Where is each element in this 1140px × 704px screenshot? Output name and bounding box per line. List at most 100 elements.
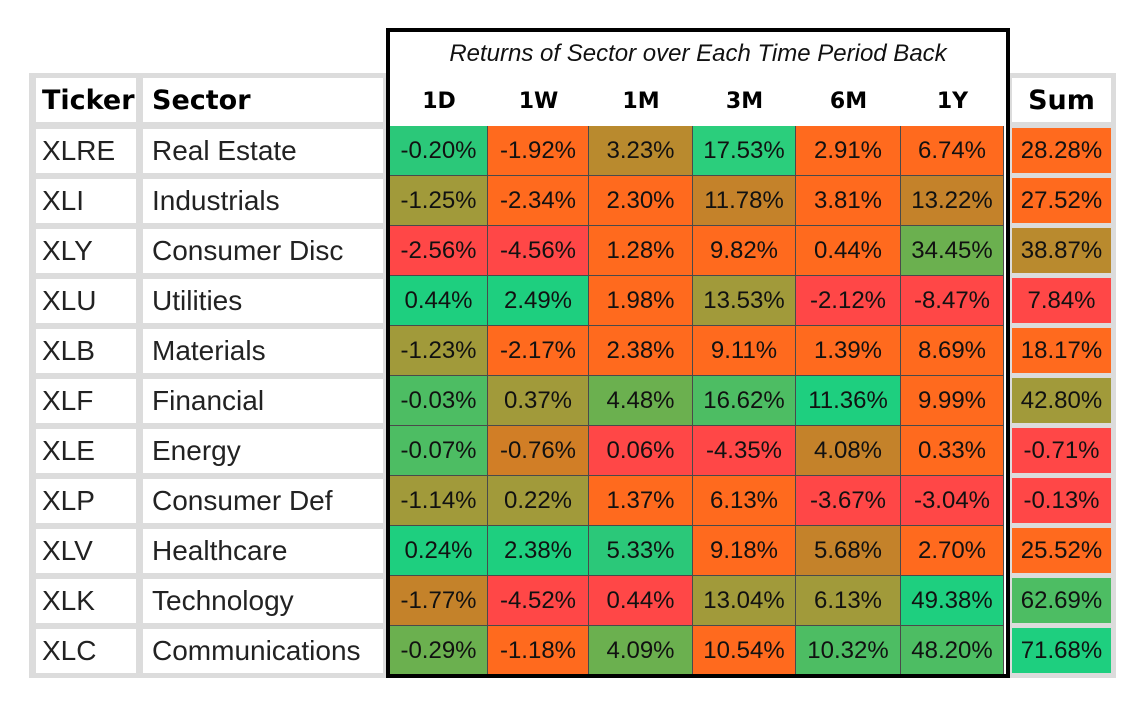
return-cell: 6.13% [796, 576, 901, 626]
return-cell: 2.49% [488, 276, 589, 326]
sector-cell: Technology [143, 579, 383, 623]
return-cell: 2.91% [796, 126, 901, 176]
return-cell: -1.77% [390, 576, 488, 626]
sector-cell: Industrials [143, 179, 383, 223]
return-cell: -2.17% [488, 326, 589, 376]
sum-cell: 71.68% [1012, 628, 1111, 673]
ticker-cell: XLC [36, 629, 136, 673]
return-cell: 10.32% [796, 626, 901, 676]
sector-cell: Consumer Def [143, 479, 383, 523]
return-cell: 0.33% [901, 426, 1004, 476]
return-cell: -1.14% [390, 476, 488, 526]
return-cell: -4.52% [488, 576, 589, 626]
return-cell: 0.24% [390, 526, 488, 576]
ticker-cell: XLP [36, 479, 136, 523]
return-cell: 49.38% [901, 576, 1004, 626]
return-cell: -2.12% [796, 276, 901, 326]
return-cell: -1.23% [390, 326, 488, 376]
return-cell: 0.37% [488, 376, 589, 426]
sum-table-frame [1007, 73, 1116, 678]
return-cell: 0.22% [488, 476, 589, 526]
return-cell: -1.92% [488, 126, 589, 176]
ticker-cell: XLK [36, 579, 136, 623]
return-cell: 9.99% [901, 376, 1004, 426]
sector-cell: Utilities [143, 279, 383, 323]
sector-cell: Healthcare [143, 529, 383, 573]
period-header-1m: 1M [622, 89, 660, 114]
return-cell: 13.04% [693, 576, 796, 626]
return-cell: 9.82% [693, 226, 796, 276]
sector-cell: Communications [143, 629, 383, 673]
return-cell: 2.30% [589, 176, 693, 226]
period-header-1d: 1D [422, 89, 456, 114]
sum-cell: 62.69% [1012, 578, 1111, 623]
return-cell: -4.56% [488, 226, 589, 276]
sum-cell: -0.13% [1012, 478, 1111, 523]
sector-cell: Financial [143, 379, 383, 423]
return-cell: -0.20% [390, 126, 488, 176]
ticker-cell: XLI [36, 179, 136, 223]
return-cell: 1.37% [589, 476, 693, 526]
sector-cell: Real Estate [143, 129, 383, 173]
ticker-cell: XLV [36, 529, 136, 573]
return-cell: 16.62% [693, 376, 796, 426]
return-cell: 17.53% [693, 126, 796, 176]
return-cell: -0.76% [488, 426, 589, 476]
sector-header: Sector [143, 78, 383, 122]
return-cell: 10.54% [693, 626, 796, 676]
chart-title: Returns of Sector over Each Time Period … [449, 40, 947, 67]
return-cell: 4.08% [796, 426, 901, 476]
sector-cell: Energy [143, 429, 383, 473]
ticker-cell: XLRE [36, 129, 136, 173]
return-cell: 13.22% [901, 176, 1004, 226]
return-cell: 0.06% [589, 426, 693, 476]
sum-cell: 28.28% [1012, 128, 1111, 173]
period-header-1y: 1Y [936, 89, 969, 114]
return-cell: -0.07% [390, 426, 488, 476]
return-cell: -1.25% [390, 176, 488, 226]
return-cell: 11.78% [693, 176, 796, 226]
return-cell: 4.48% [589, 376, 693, 426]
return-cell: 3.23% [589, 126, 693, 176]
return-cell: 11.36% [796, 376, 901, 426]
return-cell: 4.09% [589, 626, 693, 676]
return-cell: -2.34% [488, 176, 589, 226]
return-cell: 6.74% [901, 126, 1004, 176]
return-cell: 3.81% [796, 176, 901, 226]
period-header-1w: 1W [518, 89, 559, 114]
ticker-cell: XLB [36, 329, 136, 373]
return-cell: 0.44% [589, 576, 693, 626]
sum-header: Sum [1012, 78, 1111, 122]
ticker-cell: XLF [36, 379, 136, 423]
return-cell: 48.20% [901, 626, 1004, 676]
left-table-frame [29, 73, 390, 678]
return-cell: 6.13% [693, 476, 796, 526]
return-cell: 9.11% [693, 326, 796, 376]
ticker-header: Ticker [36, 78, 136, 122]
return-cell: -2.56% [390, 226, 488, 276]
period-header-3m: 3M [725, 89, 764, 114]
return-cell: 9.18% [693, 526, 796, 576]
return-cell: 34.45% [901, 226, 1004, 276]
return-cell: 0.44% [390, 276, 488, 326]
sum-cell: 27.52% [1012, 178, 1111, 223]
period-header-6m: 6M [829, 89, 868, 114]
return-cell: 1.28% [589, 226, 693, 276]
return-cell: -3.04% [901, 476, 1004, 526]
return-cell: 2.38% [589, 326, 693, 376]
return-cell: -3.67% [796, 476, 901, 526]
return-cell: -0.03% [390, 376, 488, 426]
return-cell: 1.98% [589, 276, 693, 326]
return-cell: 0.44% [796, 226, 901, 276]
sum-cell: 18.17% [1012, 328, 1111, 373]
return-cell: 5.33% [589, 526, 693, 576]
ticker-cell: XLE [36, 429, 136, 473]
return-cell: -4.35% [693, 426, 796, 476]
return-cell: 13.53% [693, 276, 796, 326]
sum-cell: -0.71% [1012, 428, 1111, 473]
return-cell: 1.39% [796, 326, 901, 376]
sector-cell: Materials [143, 329, 383, 373]
return-cell: -8.47% [901, 276, 1004, 326]
return-cell: -1.18% [488, 626, 589, 676]
sum-cell: 25.52% [1012, 528, 1111, 573]
